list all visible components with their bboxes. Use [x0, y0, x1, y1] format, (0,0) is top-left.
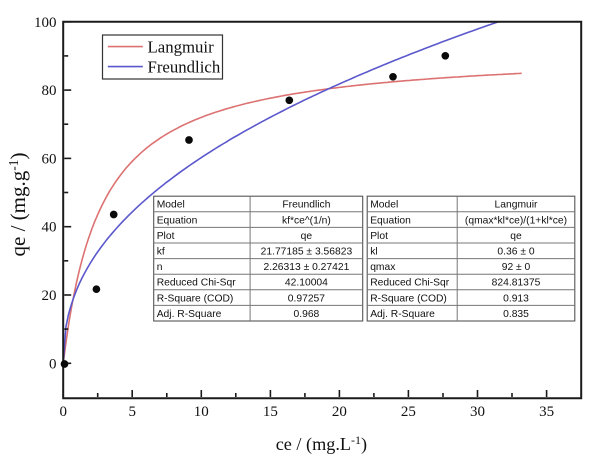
svg-text:0: 0: [59, 404, 67, 420]
svg-text:qe: qe: [510, 231, 522, 242]
svg-text:0.835: 0.835: [503, 309, 529, 320]
svg-text:Model: Model: [370, 200, 398, 211]
svg-text:Freundlich: Freundlich: [282, 200, 330, 211]
svg-text:qe: qe: [301, 231, 313, 242]
svg-text:5: 5: [128, 404, 136, 420]
svg-text:n: n: [157, 262, 163, 273]
svg-text:ce / (mg.L-1): ce / (mg.L-1): [276, 433, 367, 455]
svg-text:15: 15: [263, 404, 278, 420]
svg-text:0.36 ± 0: 0.36 ± 0: [497, 247, 534, 258]
svg-text:R-Square (COD): R-Square (COD): [370, 293, 447, 304]
svg-text:Langmuir: Langmuir: [148, 38, 215, 57]
svg-text:Equation: Equation: [157, 215, 198, 226]
svg-text:0.97257: 0.97257: [288, 293, 325, 304]
svg-text:(qmax*kl*ce)/(1+kl*ce): (qmax*kl*ce)/(1+kl*ce): [465, 215, 567, 226]
svg-text:Equation: Equation: [370, 215, 411, 226]
svg-text:0.913: 0.913: [503, 293, 529, 304]
svg-text:0: 0: [49, 356, 57, 372]
svg-text:Plot: Plot: [157, 231, 175, 242]
svg-text:qmax: qmax: [370, 262, 396, 273]
svg-text:40: 40: [42, 220, 57, 236]
svg-text:Reduced Chi-Sqr: Reduced Chi-Sqr: [370, 278, 450, 289]
svg-text:10: 10: [194, 404, 209, 420]
svg-text:92 ± 0: 92 ± 0: [502, 262, 531, 273]
svg-text:kl: kl: [370, 247, 377, 258]
svg-text:30: 30: [470, 404, 485, 420]
svg-text:Adj. R-Square: Adj. R-Square: [370, 309, 435, 320]
svg-text:Plot: Plot: [370, 231, 388, 242]
svg-text:20: 20: [332, 404, 347, 420]
svg-text:kf: kf: [157, 247, 165, 258]
svg-text:100: 100: [34, 15, 57, 31]
svg-text:21.77185 ± 3.56823: 21.77185 ± 3.56823: [261, 247, 353, 258]
svg-text:25: 25: [401, 404, 416, 420]
svg-text:Freundlich: Freundlich: [148, 58, 221, 77]
svg-text:Model: Model: [157, 200, 185, 211]
svg-text:Reduced Chi-Sqr: Reduced Chi-Sqr: [157, 278, 237, 289]
svg-text:35: 35: [539, 404, 554, 420]
svg-text:60: 60: [42, 151, 57, 167]
svg-text:42.10004: 42.10004: [285, 278, 328, 289]
svg-text:Adj. R-Square: Adj. R-Square: [157, 309, 222, 320]
svg-text:Langmuir: Langmuir: [495, 200, 538, 211]
svg-text:kf*ce^(1/n): kf*ce^(1/n): [282, 215, 331, 226]
svg-text:0.968: 0.968: [294, 309, 320, 320]
svg-text:824.81375: 824.81375: [492, 278, 541, 289]
svg-text:R-Square (COD): R-Square (COD): [157, 293, 234, 304]
svg-text:20: 20: [42, 288, 57, 304]
svg-text:80: 80: [42, 83, 57, 99]
svg-text:2.26313 ± 0.27421: 2.26313 ± 0.27421: [263, 262, 349, 273]
